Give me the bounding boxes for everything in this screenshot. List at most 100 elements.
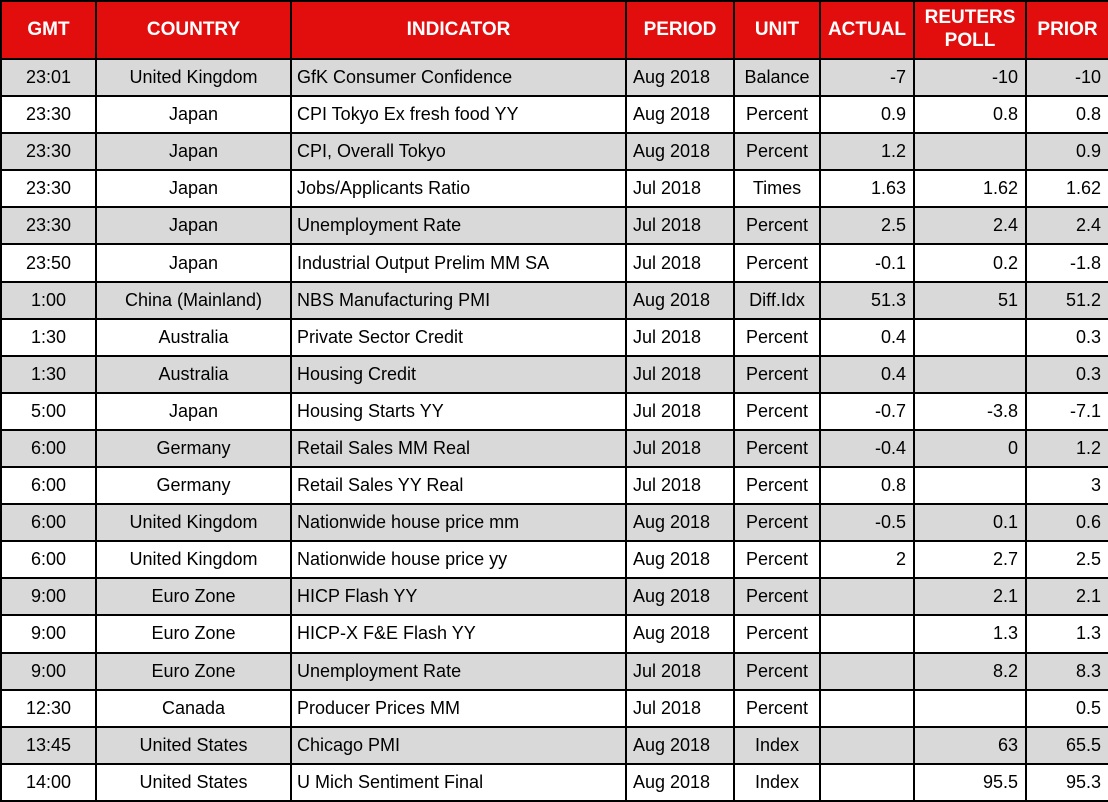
cell-unit: Percent [733,540,821,580]
cell-reuters_poll: 63 [913,725,1027,765]
cell-reuters_poll: 1.62 [913,169,1027,209]
cell-unit: Percent [733,132,821,172]
cell-actual: 0.9 [819,95,915,135]
cell-unit: Times [733,169,821,209]
table-row: 6:00 United Kingdom Nationwide house price… [0,503,1108,543]
header-row: GMT COUNTRY INDICATOR PERIOD UNIT ACTUAL REUTE… [0,1,1108,60]
cell-prior: 0.5 [1025,688,1108,728]
cell-country: Australia [95,354,292,394]
cell-indicator: Private Sector Credit [290,317,627,357]
cell-prior: 2.5 [1025,540,1108,580]
cell-indicator: CPI, Overall Tokyo [290,132,627,172]
cell-reuters_poll [913,688,1027,728]
cell-indicator: Housing Credit [290,354,627,394]
column-header-actual: ACTUAL [819,1,915,60]
cell-reuters_poll: 1.3 [913,614,1027,654]
table-row: 1:00 China (Mainland) NBS Manufacturing PM… [0,280,1108,320]
cell-unit: Percent [733,95,821,135]
column-header-unit: UNIT [733,1,821,60]
table-row: 23:01 United Kingdom GfK Consumer Confiden… [0,57,1108,98]
cell-actual: 0.4 [819,317,915,357]
cell-indicator: GfK Consumer Confidence [290,57,627,98]
table-row: 6:00 Germany Retail Sales MM Real Jul 2018 P… [0,428,1108,469]
cell-prior: 0.9 [1025,132,1108,172]
cell-prior: 65.5 [1025,725,1108,765]
cell-reuters_poll [913,132,1027,172]
cell-prior: 8.3 [1025,651,1108,691]
cell-prior: -1.8 [1025,243,1108,283]
cell-period: Aug 2018 [625,95,735,135]
cell-period: Aug 2018 [625,762,735,802]
cell-actual [819,725,915,765]
table-row: 1:30 Australia Private Sector Credit Jul 20… [0,317,1108,357]
cell-gmt: 6:00 [0,503,97,543]
cell-period: Jul 2018 [625,243,735,283]
cell-actual: 51.3 [819,280,915,320]
cell-gmt: 1:30 [0,317,97,357]
cell-country: Australia [95,317,292,357]
cell-unit: Percent [733,651,821,691]
cell-actual: -7 [819,57,915,98]
cell-period: Jul 2018 [625,651,735,691]
cell-reuters_poll: 0.1 [913,503,1027,543]
table-row: 23:50 Japan Industrial Output Prelim MM SA… [0,243,1108,283]
cell-actual: 1.63 [819,169,915,209]
table-row: 9:00 Euro Zone HICP Flash YY Aug 2018 Percen… [0,577,1108,617]
cell-country: Euro Zone [95,614,292,654]
cell-unit: Percent [733,577,821,617]
cell-period: Jul 2018 [625,169,735,209]
cell-unit: Percent [733,466,821,506]
cell-gmt: 23:30 [0,169,97,209]
cell-gmt: 23:30 [0,206,97,246]
table-row: 12:30 Canada Producer Prices MM Jul 2018 Per… [0,688,1108,728]
cell-prior: 1.62 [1025,169,1108,209]
cell-gmt: 23:50 [0,243,97,283]
cell-prior: 0.6 [1025,503,1108,543]
cell-unit: Percent [733,206,821,246]
cell-unit: Index [733,762,821,802]
cell-country: Japan [95,391,292,431]
cell-gmt: 14:00 [0,762,97,802]
cell-prior: 0.3 [1025,354,1108,394]
cell-reuters_poll: 2.1 [913,577,1027,617]
cell-unit: Diff.Idx [733,280,821,320]
cell-country: United States [95,725,292,765]
column-header-period: PERIOD [625,1,735,60]
cell-period: Aug 2018 [625,132,735,172]
cell-actual [819,688,915,728]
cell-actual [819,577,915,617]
cell-country: Japan [95,95,292,135]
cell-unit: Percent [733,243,821,283]
cell-actual [819,614,915,654]
cell-actual [819,762,915,802]
cell-country: Japan [95,243,292,283]
cell-period: Aug 2018 [625,614,735,654]
cell-gmt: 23:30 [0,95,97,135]
column-header-prior: PRIOR [1025,1,1108,60]
cell-period: Aug 2018 [625,503,735,543]
cell-actual: 0.8 [819,466,915,506]
column-header-gmt: GMT [0,1,97,60]
cell-reuters_poll: -3.8 [913,391,1027,431]
cell-reuters_poll: 0.2 [913,243,1027,283]
cell-indicator: Jobs/Applicants Ratio [290,169,627,209]
cell-country: Japan [95,169,292,209]
cell-country: China (Mainland) [95,280,292,320]
cell-reuters_poll [913,317,1027,357]
cell-unit: Percent [733,391,821,431]
cell-country: Germany [95,428,292,469]
cell-reuters_poll: 2.4 [913,206,1027,246]
cell-actual: 2 [819,540,915,580]
cell-indicator: Producer Prices MM [290,688,627,728]
cell-prior: 51.2 [1025,280,1108,320]
cell-unit: Balance [733,57,821,98]
table-header: GMT COUNTRY INDICATOR PERIOD UNIT ACTUAL REUTE… [0,1,1108,60]
cell-gmt: 9:00 [0,614,97,654]
cell-reuters_poll: 8.2 [913,651,1027,691]
cell-country: Canada [95,688,292,728]
cell-unit: Percent [733,317,821,357]
cell-indicator: HICP-X F&E Flash YY [290,614,627,654]
cell-prior: 2.4 [1025,206,1108,246]
